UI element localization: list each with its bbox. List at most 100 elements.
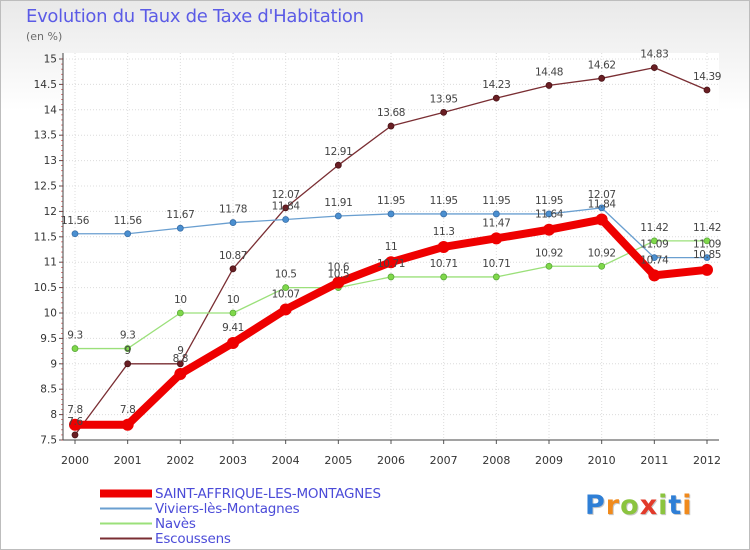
data-point-0	[490, 232, 503, 245]
x-tick-label: 2009	[535, 454, 563, 467]
legend-item-escoussens: Escoussens	[100, 530, 460, 547]
data-label-1: 11.84	[272, 201, 301, 213]
data-point-3	[334, 161, 342, 169]
data-point-3	[598, 74, 606, 82]
logo-letter: x	[639, 490, 659, 521]
data-point-1	[229, 219, 237, 226]
data-label-3: 13.95	[430, 93, 458, 105]
data-label-3: 14.23	[482, 79, 510, 91]
data-label-3: 13.68	[377, 107, 405, 119]
data-labels: 7.8 7.8 8.8 9.41 10.07 10.6 11 11.3 11.47 11.64 11…	[61, 49, 721, 428]
data-point-1	[124, 230, 132, 238]
x-tick-label: 2003	[219, 454, 247, 467]
data-label-2: 10	[174, 294, 187, 306]
legend-label-escoussens: Escoussens	[155, 530, 231, 547]
data-label-0: 10.6	[327, 262, 349, 274]
data-point-1	[703, 254, 711, 262]
data-point-3	[492, 94, 500, 102]
legend-item-naves: Navès	[100, 515, 460, 532]
y-tick-label: 7.5	[40, 435, 57, 447]
data-point-3	[703, 86, 711, 94]
data-label-3: 14.83	[640, 49, 668, 61]
legend-label-naves: Navès	[155, 515, 196, 532]
logo-letter: i	[682, 490, 693, 521]
data-point-1	[334, 212, 342, 220]
proxiti-logo: Proxiti	[585, 490, 693, 521]
data-point-0	[595, 213, 608, 226]
y-tick-label: 15	[44, 54, 57, 66]
data-label-2: 10.92	[588, 247, 616, 259]
data-label-2: 10.71	[482, 258, 510, 270]
data-label-2: 11.42	[693, 222, 721, 234]
data-label-2: 9.3	[120, 330, 136, 342]
x-tick-label: 2008	[482, 454, 510, 467]
logo-letter: P	[585, 490, 606, 521]
data-point-2	[650, 237, 658, 245]
x-tick-label: 2000	[61, 454, 89, 467]
data-point-3	[387, 122, 395, 130]
y-tick-label: 9.5	[40, 333, 57, 345]
legend-label-viviers: Viviers-lès-Montagnes	[155, 500, 300, 517]
data-label-0: 9.41	[222, 322, 244, 334]
data-point-2	[71, 345, 79, 352]
data-point-1	[387, 210, 395, 218]
y-tick-label: 9	[50, 358, 57, 370]
data-label-1: 11.56	[114, 215, 143, 227]
data-point-3	[71, 431, 79, 439]
data-point-3	[229, 265, 237, 273]
data-point-3	[545, 82, 553, 89]
data-point-3	[440, 108, 448, 116]
legend-label-saint-affrique: SAINT-AFFRIQUE-LES-MONTAGNES	[155, 485, 381, 502]
y-tick-label: 11.5	[34, 231, 57, 243]
data-point-0	[332, 276, 345, 289]
data-point-2	[124, 345, 132, 352]
legend-item-saint-affrique: SAINT-AFFRIQUE-LES-MONTAGNES	[100, 485, 460, 502]
data-point-1	[440, 210, 448, 218]
y-tick-label: 12.5	[34, 181, 57, 193]
series-lines	[69, 64, 713, 439]
data-point-1	[650, 254, 658, 262]
data-label-0: 10.74	[640, 254, 669, 266]
data-label-2: 10.5	[327, 269, 349, 281]
data-label-3: 7.6	[67, 416, 83, 428]
y-tick-label: 14.5	[34, 79, 57, 91]
data-point-1	[492, 210, 500, 218]
logo-letter: r	[605, 490, 621, 521]
data-label-3: 14.62	[588, 59, 616, 71]
y-tick-label: 8	[50, 409, 57, 421]
legend-swatch-saint-affrique	[100, 489, 152, 498]
legend: SAINT-AFFRIQUE-LES-MONTAGNES Viviers-lès…	[100, 485, 460, 547]
legend-item-viviers: Viviers-lès-Montagnes	[100, 500, 460, 517]
chart-title: Evolution du Taux de Taxe d'Habitation	[26, 6, 364, 27]
y-tick-label: 11	[44, 257, 57, 269]
data-label-0: 11	[385, 241, 398, 253]
data-point-0	[227, 336, 239, 349]
data-point-2	[440, 273, 448, 281]
x-tick-label: 2010	[588, 454, 616, 467]
data-label-3: 14.48	[535, 66, 563, 78]
data-point-0	[69, 418, 81, 431]
chart-unit-label: (en %)	[26, 30, 63, 43]
data-point-2	[492, 273, 500, 281]
y-tick-label: 13	[44, 155, 57, 167]
data-label-2: 10.92	[535, 247, 563, 259]
data-point-3	[282, 204, 290, 212]
x-tick-label: 2004	[272, 454, 300, 467]
data-label-1: 11.09	[693, 239, 721, 251]
data-label-1: 11.95	[535, 195, 563, 207]
data-label-0: 8.8	[173, 353, 189, 365]
data-label-1: 11.67	[166, 209, 194, 221]
x-tick-label: 2012	[693, 454, 721, 467]
axes: 7.5 8 8.5 9 9.5 10 10.5 11 11.5 12 12.5 13 13.5 14 14.…	[34, 53, 721, 467]
x-tick-label: 2006	[377, 454, 405, 467]
data-label-2: 10.71	[430, 258, 458, 270]
data-point-2	[176, 309, 184, 317]
y-tick-label: 10.5	[34, 282, 57, 294]
data-label-0: 7.8	[120, 404, 136, 416]
grid	[63, 53, 719, 441]
logo-letter: t	[668, 490, 683, 521]
data-label-0: 7.8	[67, 404, 83, 416]
data-point-0	[385, 256, 397, 269]
data-label-1: 11.56	[61, 215, 90, 227]
